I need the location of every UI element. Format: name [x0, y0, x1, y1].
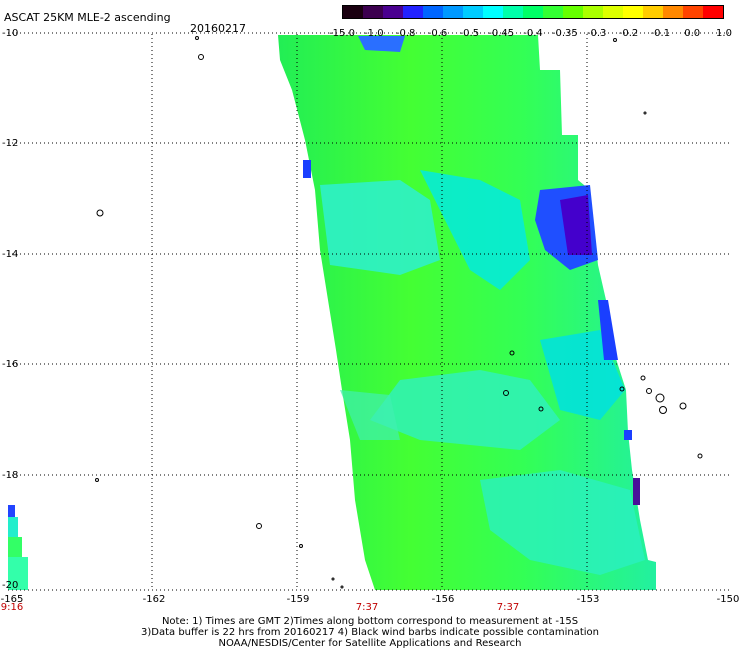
- colorbar-segment: [523, 6, 543, 18]
- swath-blue-patch: [303, 160, 311, 178]
- colorbar-segment: [623, 6, 643, 18]
- footer-notes: Note: 1) Times are GMT 2)Times along bot…: [0, 616, 740, 649]
- colorbar-label: -0.2: [618, 28, 639, 39]
- swath-cyan-patch: [370, 370, 560, 450]
- colorbar-segment: [363, 6, 383, 18]
- colorbar-label: 0.0: [684, 28, 701, 39]
- y-label: -12: [2, 138, 19, 149]
- colorbar-label: -0.45: [488, 28, 515, 39]
- colorbar-segment: [563, 6, 583, 18]
- note-line: Note: 1) Times are GMT 2)Times along bot…: [161, 616, 579, 627]
- colorbar-label: -1.0: [364, 28, 384, 39]
- colorbar-segment: [423, 6, 443, 18]
- colorbar-segment: [403, 6, 423, 18]
- map-title: ASCAT 25KM MLE-2 ascending: [4, 11, 171, 24]
- swath-layer: [278, 35, 656, 590]
- colorbar-label: -0.5: [459, 28, 480, 39]
- y-label: -16: [2, 359, 19, 370]
- time-label: 7:37: [355, 602, 379, 613]
- colorbar-segment: [383, 6, 403, 18]
- y-label: -20: [2, 580, 19, 591]
- note-line: 3)Data buffer is 22 hrs from 20160217 4)…: [141, 627, 599, 638]
- time-label: 9:16: [0, 602, 24, 613]
- colorbar: [342, 5, 724, 19]
- plot-frame: [8, 32, 732, 591]
- swath-purple-patch: [633, 478, 640, 505]
- x-label: -150: [716, 594, 740, 605]
- colorbar-segment: [683, 6, 703, 18]
- y-label: -18: [2, 470, 19, 481]
- swath-blue-patch: [598, 300, 618, 360]
- colorbar-label: 1.0: [716, 28, 732, 39]
- swath-cyan-patch: [320, 180, 440, 275]
- colorbar-segment: [503, 6, 523, 18]
- colorbar-segment: [343, 6, 363, 18]
- swath-purple-patch: [560, 195, 592, 255]
- x-label: -156: [431, 594, 455, 605]
- x-label: -165: [0, 594, 24, 605]
- x-label: -153: [576, 594, 600, 605]
- swath-blue-patch: [624, 430, 632, 440]
- y-label: -14: [2, 249, 19, 260]
- grid-lines: [8, 34, 732, 590]
- colorbar-label: -0.3: [586, 28, 607, 39]
- colorbar-label: -0.1: [650, 28, 671, 39]
- colorbar-segment: [443, 6, 463, 18]
- x-label: -159: [286, 594, 310, 605]
- colorbar-label: -0.8: [395, 28, 416, 39]
- colorbar-segment: [543, 6, 563, 18]
- colorbar-segment: [703, 6, 723, 18]
- colorbar-segment: [483, 6, 503, 18]
- colorbar-segment: [663, 6, 683, 18]
- colorbar-segment: [603, 6, 623, 18]
- colorbar-label: -0.35: [551, 28, 578, 39]
- y-label: -10: [2, 28, 19, 39]
- map-date: 20160217: [190, 22, 246, 35]
- note-line: NOAA/NESDIS/Center for Satellite Applica…: [218, 638, 522, 649]
- corner-swath: [8, 505, 28, 590]
- time-label: 7:37: [496, 602, 520, 613]
- colorbar-label: -0.4: [523, 28, 543, 39]
- swath-cyan-patch: [420, 170, 530, 290]
- ascat-swath: [278, 35, 656, 590]
- swath-cyan-patch: [480, 470, 645, 575]
- colorbar-segment: [643, 6, 663, 18]
- colorbar-labels: -15.0 -1.0 -0.8 -0.6 -0.5 -0.45 -0.4 -0.35 -0.3-…: [329, 28, 732, 39]
- colorbar-segment: [463, 6, 483, 18]
- colorbar-label: -0.6: [427, 28, 448, 39]
- islands: [95, 36, 703, 589]
- swath-cyan-patch: [340, 390, 400, 440]
- swath-blue-patch: [358, 36, 405, 52]
- colorbar-segment: [583, 6, 603, 18]
- colorbar-label: -15.0: [329, 28, 355, 39]
- x-label: -162: [142, 594, 166, 605]
